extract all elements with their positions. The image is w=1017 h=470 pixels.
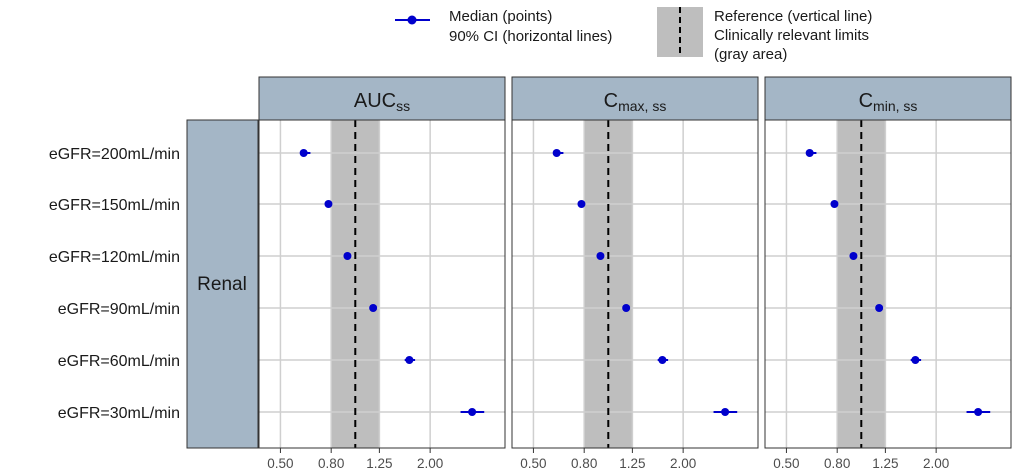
panel-background (765, 120, 1011, 448)
x-tick-label: 0.50 (520, 456, 546, 470)
panel: AUCss 0.50 0.80 1.25 2.00 (258, 76, 506, 470)
median-point (875, 304, 884, 312)
median-point (405, 356, 414, 364)
median-point (299, 149, 308, 157)
category-label: eGFR=60mL/min (58, 353, 180, 370)
category-label: eGFR=90mL/min (58, 301, 180, 318)
median-point (468, 408, 477, 416)
panel-border (511, 119, 759, 449)
x-tick-label: 1.25 (366, 456, 392, 470)
legend-limits-label-2: (gray area) (714, 46, 787, 63)
category-label: eGFR=150mL/min (49, 197, 180, 214)
panel-title: AUCss (354, 90, 410, 114)
panel-border (764, 119, 1012, 449)
median-point (324, 200, 333, 208)
median-point (343, 252, 352, 260)
x-tick-label: 0.80 (571, 456, 597, 470)
median-point (849, 252, 858, 260)
legend-ci-label: 90% CI (horizontal lines) (449, 28, 612, 45)
legend-median-label: Median (points) (449, 8, 552, 25)
legend-reference-label: Reference (vertical line) (714, 8, 872, 25)
x-tick-label: 2.00 (417, 456, 443, 470)
panel-strip (258, 76, 506, 121)
x-tick-label: 0.50 (267, 456, 293, 470)
median-point (577, 200, 586, 208)
legend-limits-label: Clinically relevant limits (714, 27, 869, 44)
median-point (805, 149, 814, 157)
x-tick-label: 1.25 (872, 456, 898, 470)
median-point (622, 304, 631, 312)
median-point (911, 356, 920, 364)
legend-median-point (407, 15, 417, 25)
x-tick-label: 0.80 (318, 456, 344, 470)
median-point (721, 408, 730, 416)
panel-background (259, 120, 505, 448)
panel-strip (511, 76, 759, 121)
median-point (830, 200, 839, 208)
panel-title: Cmin, ss (859, 90, 918, 114)
x-tick-label: 2.00 (923, 456, 949, 470)
x-tick-label: 1.25 (619, 456, 645, 470)
median-point (658, 356, 667, 364)
panel-border (258, 119, 506, 449)
category-label: eGFR=200mL/min (49, 146, 180, 163)
panel-strip (764, 76, 1012, 121)
legend: Median (points) 90% CI (horizontal lines… (395, 7, 872, 63)
median-point (974, 408, 983, 416)
panels: AUCss 0.50 0.80 1.25 2.00 Cmax, ss 0.50 0.80 1.2… (258, 76, 1012, 470)
median-point (369, 304, 378, 312)
x-tick-label: 0.80 (824, 456, 850, 470)
row-strip-label: Renal (197, 274, 247, 295)
median-point (552, 149, 561, 157)
category-label: eGFR=120mL/min (49, 249, 180, 266)
panel: Cmin, ss 0.50 0.80 1.25 2.00 (764, 76, 1012, 470)
median-point (596, 252, 605, 260)
x-tick-label: 0.50 (773, 456, 799, 470)
panel: Cmax, ss 0.50 0.80 1.25 2.00 (511, 76, 759, 470)
category-label: eGFR=30mL/min (58, 405, 180, 422)
panel-title: Cmax, ss (604, 90, 667, 114)
x-tick-label: 2.00 (670, 456, 696, 470)
row-strip (186, 119, 259, 449)
category-labels: eGFR=200mL/min eGFR=150mL/min eGFR=120mL/m… (49, 146, 180, 422)
panel-background (512, 120, 758, 448)
